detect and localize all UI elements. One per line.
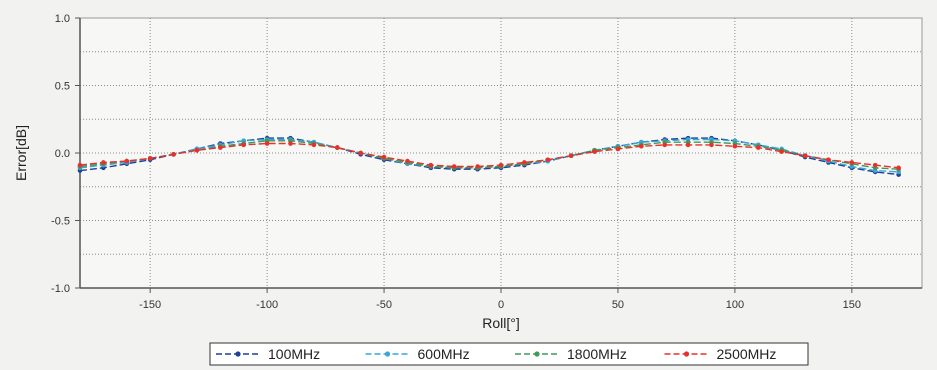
data-point xyxy=(755,145,761,150)
data-point xyxy=(194,148,200,153)
y-tick-label: 0.5 xyxy=(55,81,70,93)
x-tick-label: 50 xyxy=(612,299,624,311)
data-point xyxy=(451,164,457,169)
legend-swatch-marker xyxy=(534,351,540,357)
legend-box xyxy=(209,342,809,366)
data-point xyxy=(826,157,831,163)
data-point xyxy=(896,165,901,171)
data-point xyxy=(288,141,293,146)
data-point xyxy=(685,142,691,148)
data-point xyxy=(662,142,668,148)
legend: 100MHz 600MHz 1800MHz 2500MHz xyxy=(209,342,809,366)
data-point xyxy=(849,160,855,165)
data-point xyxy=(779,149,784,154)
data-point xyxy=(522,160,527,165)
x-axis-label: Roll[°] xyxy=(482,315,520,331)
x-tick-label: -100 xyxy=(256,299,278,311)
data-point xyxy=(732,143,738,149)
data-point xyxy=(475,164,480,169)
y-axis-label: Error[dB] xyxy=(13,125,29,181)
series-2500MHz xyxy=(77,141,901,171)
series-layer xyxy=(77,135,901,177)
data-point xyxy=(124,158,130,164)
series-line xyxy=(79,142,899,169)
data-point xyxy=(381,154,387,160)
data-point xyxy=(592,149,597,154)
legend-label: 100MHz xyxy=(268,346,320,362)
x-tick-label: -150 xyxy=(139,299,161,311)
data-point xyxy=(568,153,574,158)
y-tick-label: -1.0 xyxy=(51,283,70,295)
legend-label: 600MHz xyxy=(418,346,470,362)
data-point xyxy=(639,143,644,149)
data-point xyxy=(171,152,176,157)
data-point xyxy=(615,146,621,152)
series-line xyxy=(79,140,899,170)
y-tick-label: 1.0 xyxy=(55,13,70,25)
data-point xyxy=(241,142,247,148)
data-point xyxy=(709,142,714,148)
data-point xyxy=(405,158,410,164)
data-point xyxy=(802,153,808,158)
y-tick-label: -0.5 xyxy=(51,216,70,228)
data-point xyxy=(101,160,106,165)
data-point xyxy=(334,145,340,150)
data-point xyxy=(545,157,551,163)
data-point xyxy=(218,145,223,150)
axes: 1.0 0.5 0.0 -0.5 -1.0 -150 -100 -50 0 50 100 150 xyxy=(51,13,922,311)
legend-label: 2500MHz xyxy=(717,346,777,362)
data-point xyxy=(264,141,270,146)
legend-label: 1800MHz xyxy=(567,346,627,362)
data-point xyxy=(311,142,317,148)
data-point xyxy=(872,162,878,168)
legend-swatch-marker xyxy=(683,351,690,357)
grid xyxy=(80,18,922,288)
data-point xyxy=(77,162,83,168)
data-point xyxy=(358,150,363,156)
x-tick-label: -50 xyxy=(376,299,392,311)
data-point xyxy=(428,162,434,168)
data-point xyxy=(498,162,504,168)
x-tick-label: 0 xyxy=(498,299,504,311)
y-tick-label: 0.0 xyxy=(55,148,70,160)
data-point xyxy=(147,156,153,161)
x-tick-label: 100 xyxy=(726,299,744,311)
legend-swatch-marker xyxy=(384,351,391,357)
x-tick-label: 150 xyxy=(843,299,861,311)
legend-swatch-marker xyxy=(235,351,241,357)
